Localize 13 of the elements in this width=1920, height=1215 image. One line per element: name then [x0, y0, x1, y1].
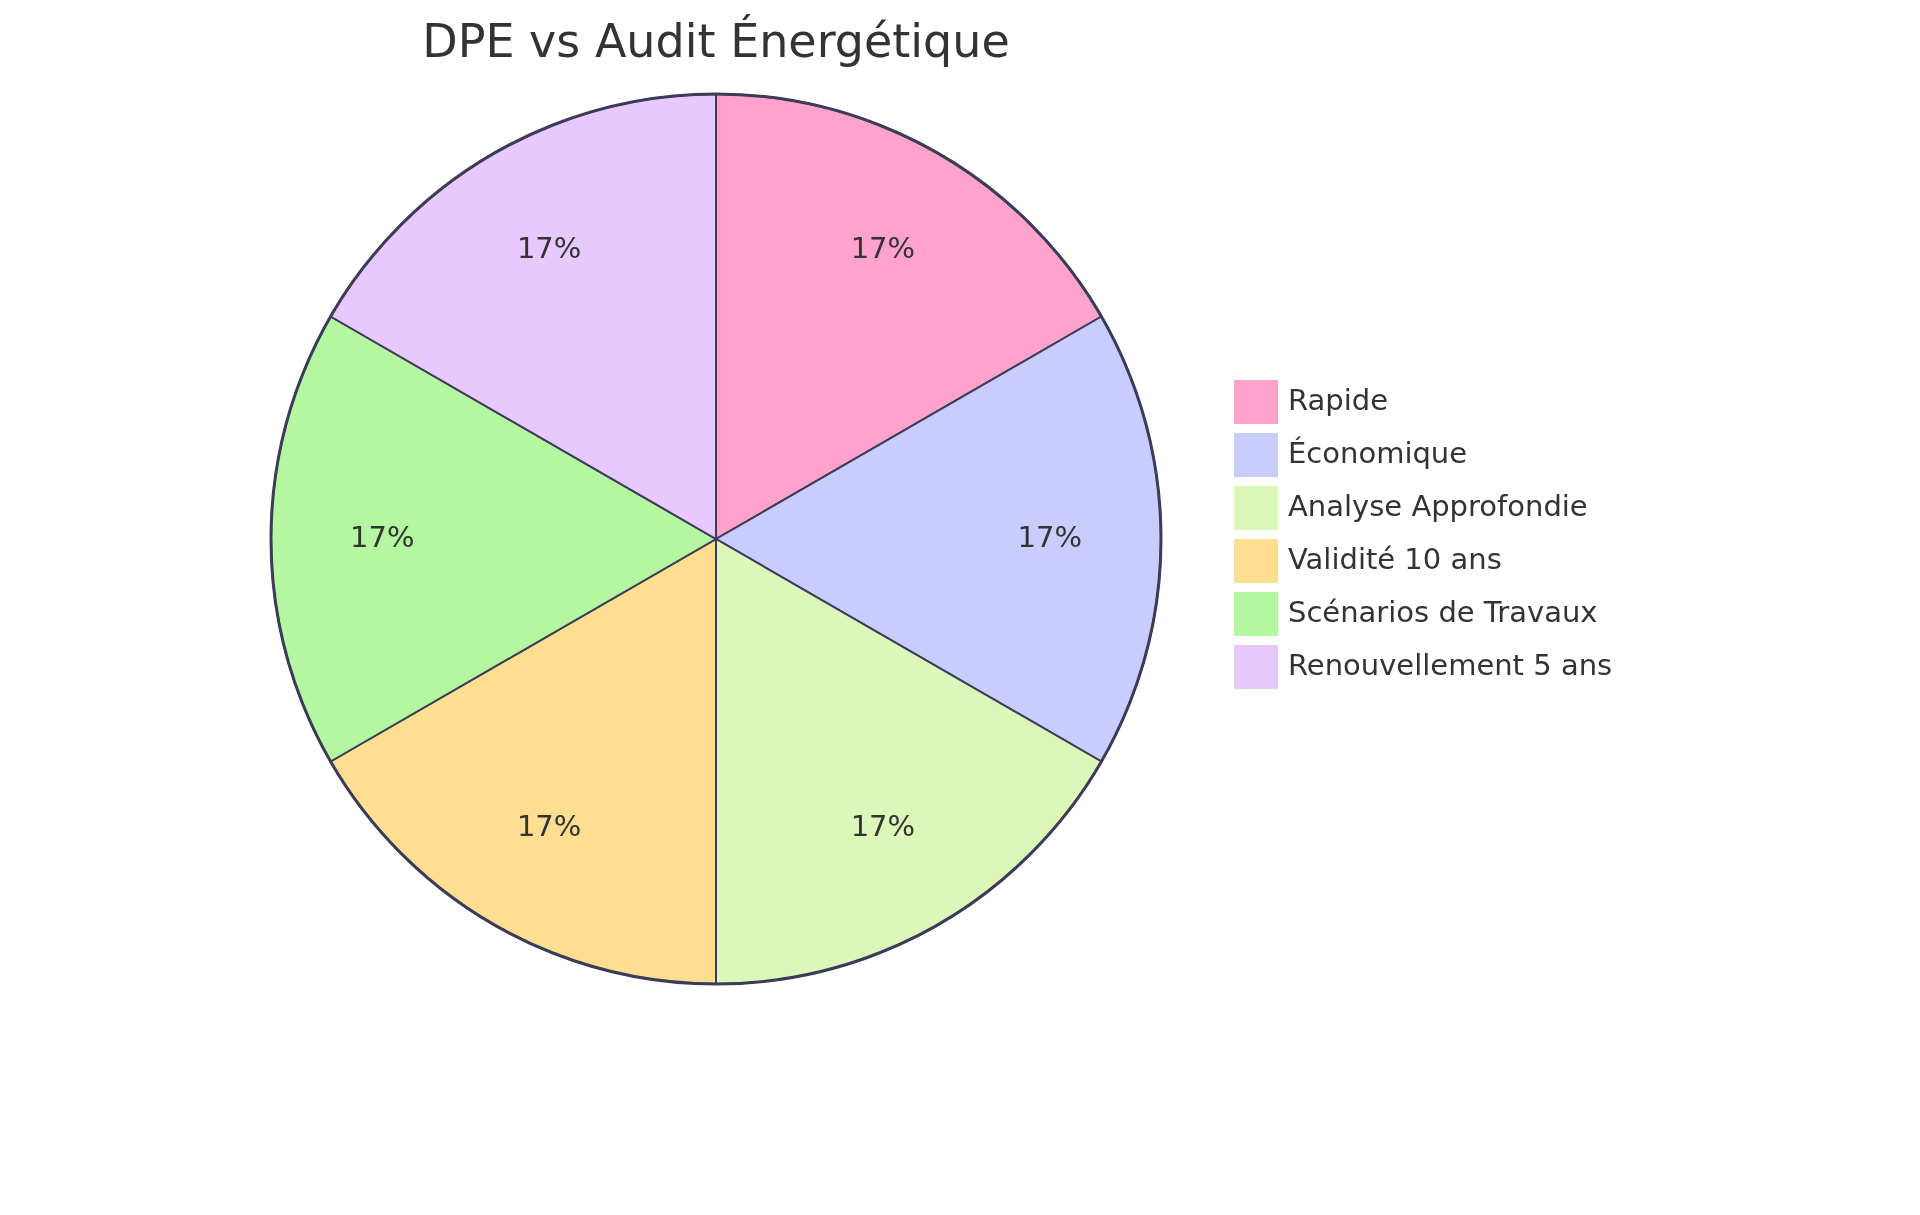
legend-label: Scénarios de Travaux: [1288, 595, 1598, 629]
legend-label: Rapide: [1288, 383, 1388, 417]
data-label: 17%: [350, 520, 415, 554]
legend-label: Analyse Approfondie: [1288, 489, 1588, 523]
data-label: 17%: [516, 230, 582, 265]
data-label: 17%: [1017, 520, 1082, 554]
legend-label: Renouvellement 5 ans: [1288, 648, 1613, 682]
data-label: 17%: [516, 809, 582, 844]
legend-label: Validité 10 ans: [1288, 542, 1502, 576]
legend-label: Économique: [1288, 436, 1468, 470]
data-label: 17%: [850, 230, 916, 265]
data-label: 17%: [850, 809, 916, 844]
chart-title: DPE vs Audit Énergétique: [422, 14, 1010, 68]
